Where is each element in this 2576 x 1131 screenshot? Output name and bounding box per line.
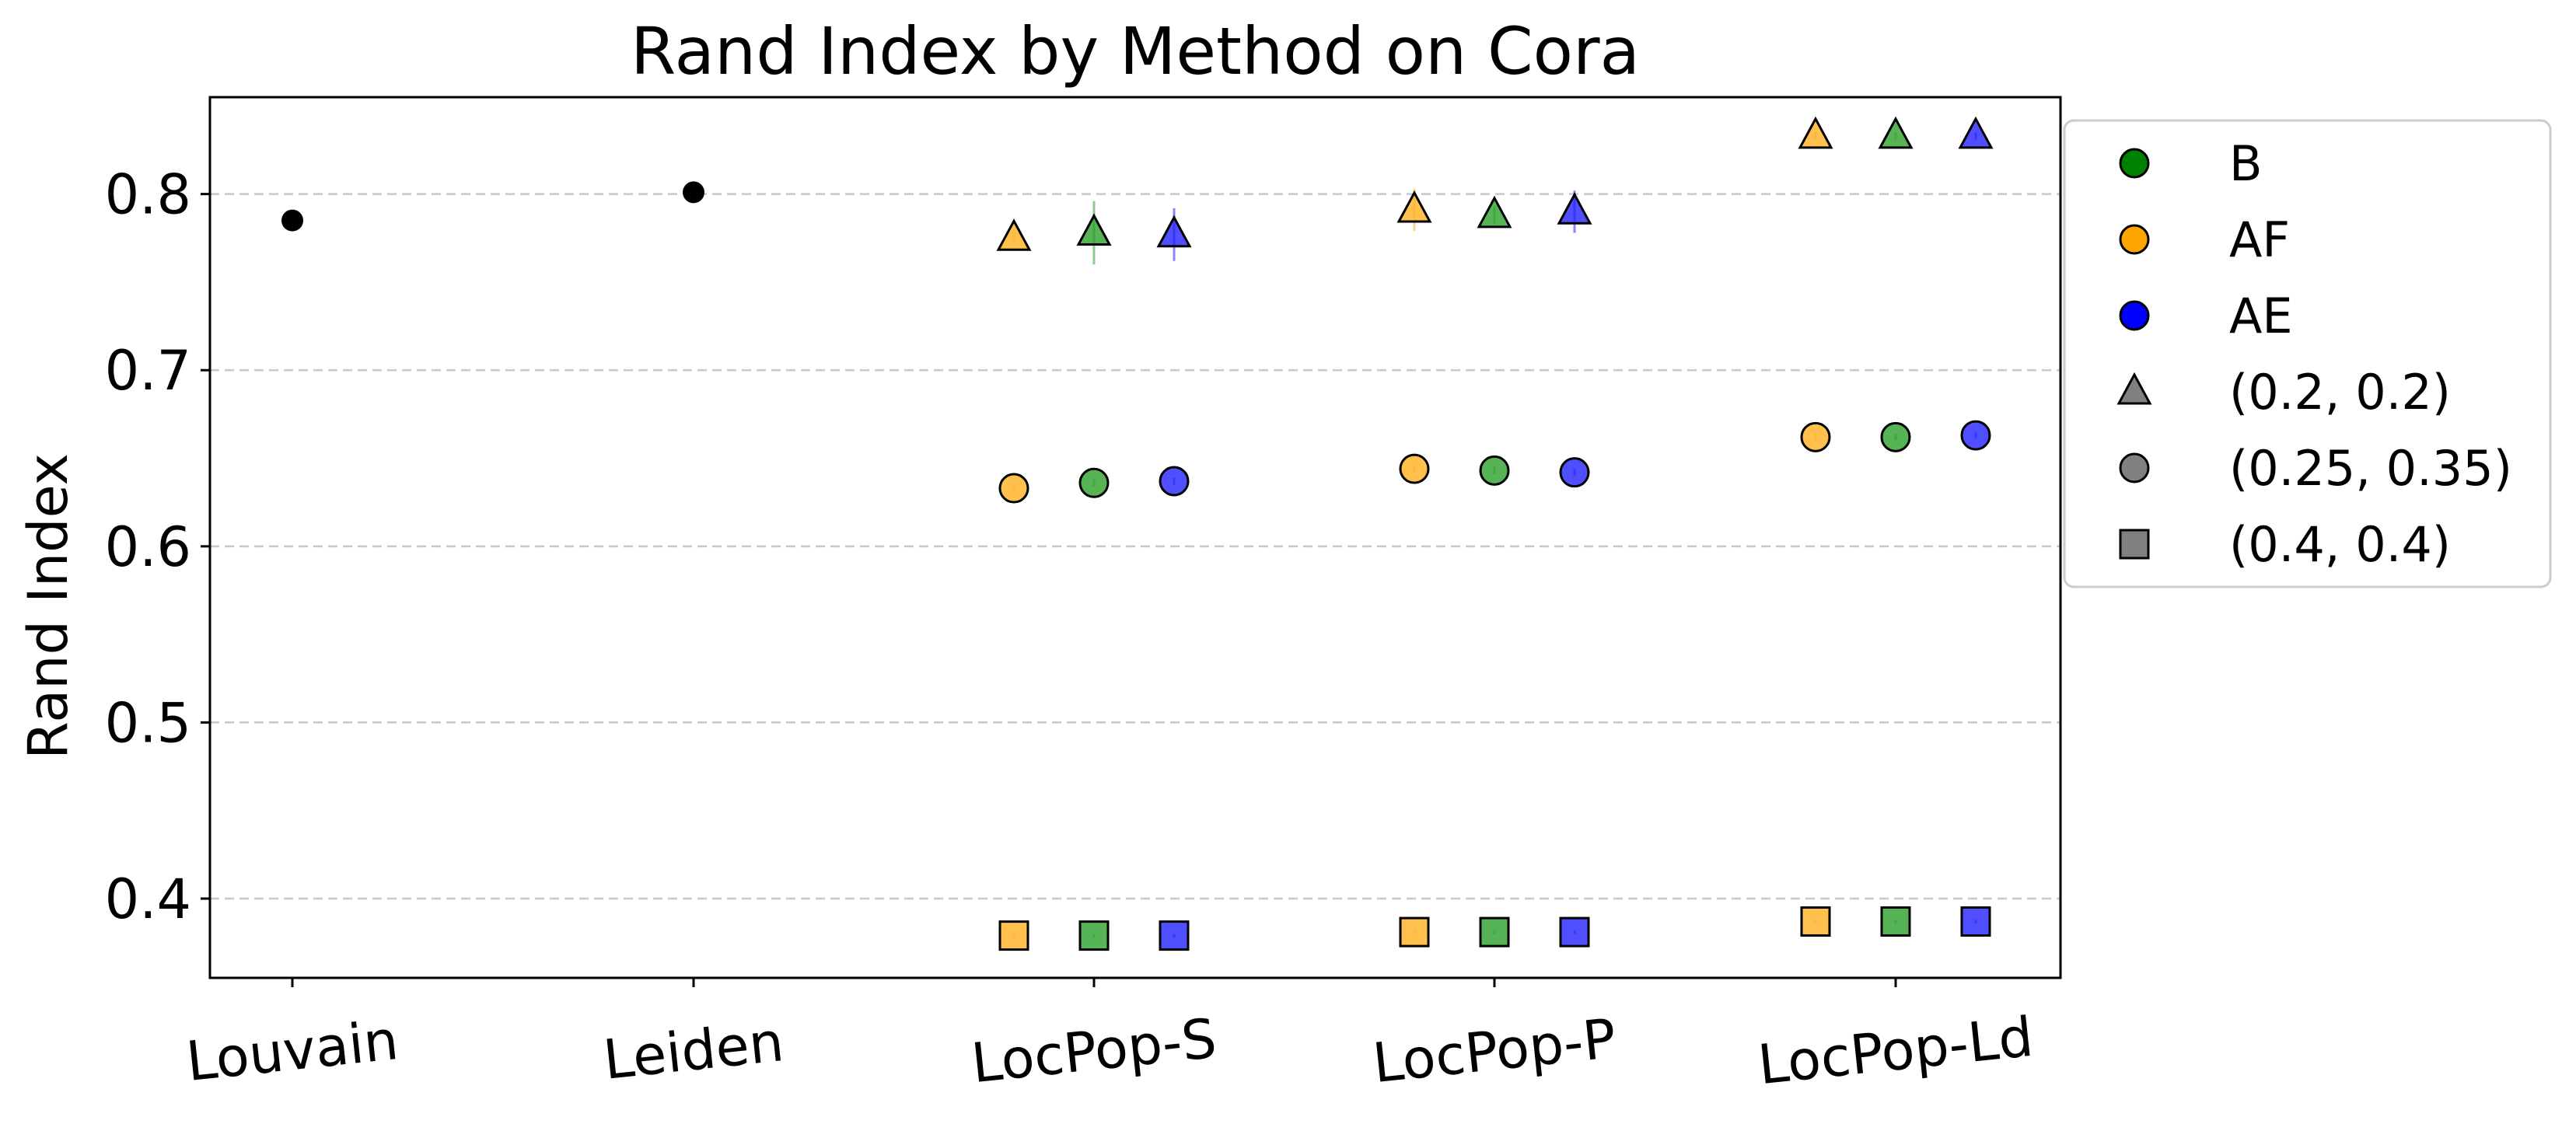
data-point — [1960, 420, 1991, 451]
data-point — [1800, 906, 1831, 937]
legend-label: (0.25, 0.35) — [2229, 440, 2512, 497]
data-point — [996, 218, 1032, 251]
legend-marker — [2119, 529, 2150, 560]
data-point — [1078, 920, 1110, 951]
legend-marker — [2119, 148, 2150, 179]
data-point — [1798, 116, 1833, 149]
data-point — [1960, 906, 1991, 937]
baseline-point — [683, 181, 704, 204]
data-point — [1477, 195, 1512, 229]
y-tick-label: 0.5 — [105, 691, 191, 755]
plot-frame — [208, 96, 2062, 979]
y-tick-label: 0.4 — [105, 867, 191, 931]
data-point — [1559, 916, 1590, 948]
legend-label: B — [2229, 135, 2263, 192]
data-point — [1800, 421, 1831, 452]
legend-marker — [2119, 224, 2150, 255]
data-point — [1076, 213, 1112, 246]
data-point — [1399, 916, 1430, 948]
data-point — [1156, 215, 1192, 248]
legend-marker — [2119, 452, 2150, 483]
y-tick-label: 0.8 — [105, 163, 191, 227]
baseline-point — [281, 209, 303, 232]
data-point — [1880, 906, 1911, 937]
data-point — [998, 920, 1029, 951]
data-point — [1557, 192, 1592, 225]
data-point — [1399, 453, 1430, 484]
y-tick-label: 0.7 — [105, 339, 191, 403]
data-point — [1878, 116, 1914, 149]
data-point — [1159, 920, 1190, 951]
grid-lines — [210, 193, 2060, 900]
data-point — [1880, 421, 1911, 452]
data-point — [998, 473, 1029, 504]
legend-label: AE — [2229, 288, 2293, 344]
y-axis-label: Rand Index — [16, 453, 80, 759]
legend-marker — [2116, 372, 2152, 405]
legend-label: (0.2, 0.2) — [2229, 364, 2451, 421]
legend-box — [2063, 119, 2552, 588]
legend-label: (0.4, 0.4) — [2229, 516, 2451, 573]
data-point — [1479, 455, 1510, 486]
data-point — [1159, 466, 1190, 497]
data-point — [1479, 916, 1510, 948]
data-point — [1958, 116, 1994, 149]
data-markers — [281, 116, 1994, 951]
y-tick-label: 0.6 — [105, 515, 191, 579]
data-point — [1396, 190, 1432, 223]
data-point — [1559, 457, 1590, 488]
legend-marker — [2119, 300, 2150, 331]
data-point — [1078, 467, 1110, 498]
chart-title: Rand Index by Method on Cora — [631, 13, 1640, 89]
legend-label: AF — [2229, 211, 2290, 268]
legend: B AF AE (0.2, 0.2) (0.25, 0.35) (0.4, 0.4) — [2063, 119, 2552, 588]
